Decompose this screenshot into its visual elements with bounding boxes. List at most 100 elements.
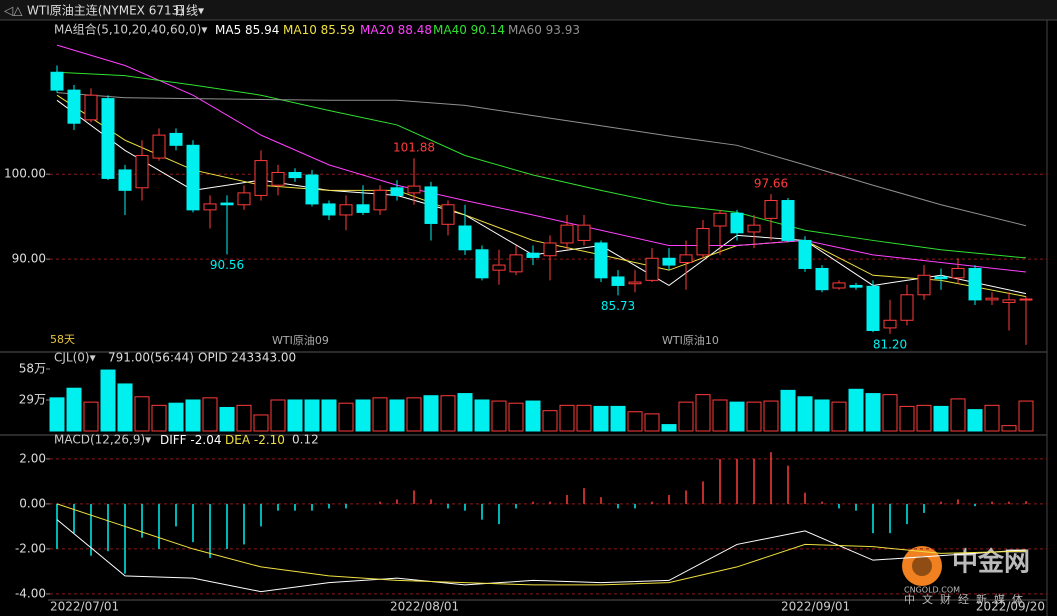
volume-bar [270,399,286,432]
candle-body [560,224,574,244]
watermark-slogan: 中文财经新媒体 [904,592,1030,606]
candle-body [798,239,812,269]
legend-entry: MA60 93.93 [508,23,580,37]
volume-bar [746,401,762,432]
candle-body [730,212,744,234]
legend-entry: MA20 88.48 [360,23,432,37]
volume-bar [321,399,337,432]
candle-body [764,200,778,219]
candle-body [407,185,421,194]
legend-entry: MA10 85.59 [283,23,355,37]
indicator-info: 791.00(56:44) [108,351,194,365]
x-tick-label: 2022/08/01 [390,600,459,614]
contract-note: WTI原油09 [272,333,329,347]
high-label: 97.66 [754,177,788,191]
candle-body [458,225,472,251]
candle-body [186,144,200,211]
candle-body [645,257,659,281]
volume-bar [780,389,796,432]
volume-bar [967,409,983,432]
candle-body [679,254,693,264]
watermark: 中金网 CNGOLD.COM 中文财经新媒体 [902,546,1030,606]
legend-value: 85.94 [245,23,279,37]
volume-bar [49,397,65,432]
candle-body [509,254,523,273]
legend-value: -2.10 [254,433,285,447]
candle-body [747,224,761,233]
legend-name: MA10 [283,23,317,37]
legend-value: 85.59 [321,23,355,37]
legend-entry: MA40 90.14 [433,23,505,37]
volume-bar [712,399,728,432]
legend-name: MA40 [433,23,467,37]
legend-value: -2.04 [190,433,221,447]
candle-body [883,319,897,329]
volume-bar [933,405,949,432]
candle-body [152,134,166,159]
volume-bar [882,394,898,432]
candle-body [815,267,829,291]
candle-body [339,204,353,216]
watermark-site: CNGOLD.COM [904,586,960,595]
y-tick-label: 100.00 [4,167,46,181]
nav-icon[interactable]: ◁△ [3,4,23,18]
volume-bar [627,411,643,432]
legend-entry: DIFF -2.04 [160,433,221,447]
candle-body [934,276,948,280]
contract-note: 58天 [50,333,75,346]
volume-bar [848,388,864,432]
volume-bar [304,399,320,432]
indicator-line [56,71,1027,259]
volume-bar [100,369,116,432]
indicator-line [56,94,1027,298]
indicator-title: CJL(0)▾ [54,351,96,365]
volume-bar [287,399,303,432]
candle-body [390,187,404,196]
volume-bar [525,400,541,432]
volume-bar [542,410,558,432]
high-label: 101.88 [393,141,435,155]
y-tick-label: 58万 [19,361,46,375]
volume-bar [117,383,133,432]
candle-body [781,200,795,241]
candle-body [849,284,863,288]
low-label: 81.20 [873,337,907,351]
candle-body [492,264,506,271]
legend-entry: MA5 85.94 [215,23,279,37]
volume-bar [219,406,235,432]
volume-bar [66,387,82,432]
volume-bar [83,401,99,432]
candle-body [356,204,370,213]
candle-body [67,89,81,124]
volume-bar [202,397,218,432]
volume-bar [950,398,966,432]
candle-body [101,98,115,179]
candle-body [985,297,999,301]
candle-body [50,71,64,91]
candle-body [84,94,98,121]
candle-body [866,285,880,331]
candle-body [254,160,268,196]
candle-body [594,242,608,279]
x-tick-label: 2022/07/01 [50,600,119,614]
indicator-line [56,92,1027,227]
y-tick-label: 29万 [19,392,46,406]
volume-bar [508,402,524,432]
indicator-title: MACD(12,26,9)▾ [54,433,151,447]
candle-body [662,257,676,266]
legend-entry: DEA -2.10 [225,433,285,447]
candle-body [917,274,931,296]
volume-bar [610,405,626,432]
legend-name: MA5 [215,23,241,37]
candle-body [900,294,914,321]
candle-body [526,252,540,258]
candle-body [968,267,982,301]
period-selector[interactable]: 日线▾ [174,4,204,18]
volume-bar [389,399,405,432]
volume-bar [1018,400,1034,432]
volume-bar [593,405,609,432]
volume-bar [678,401,694,432]
contract-note: WTI原油10 [662,333,719,347]
volume-bar [661,424,677,432]
